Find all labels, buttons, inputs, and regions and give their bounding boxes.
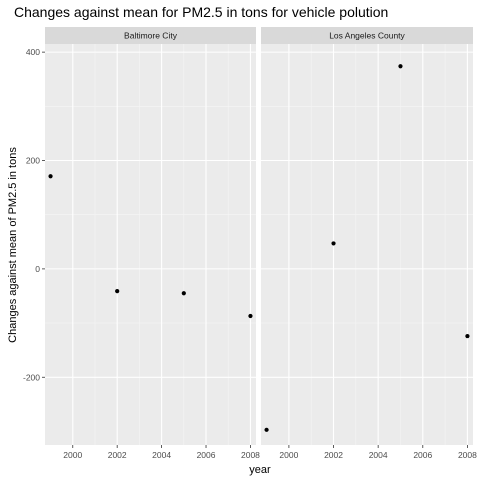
y-tick-label: 400 <box>26 47 40 57</box>
facet-strip <box>261 27 473 44</box>
data-point <box>331 241 336 246</box>
facet-panels: -200 0 200 400 Baltimore City 2000 2002 2004 200… <box>23 27 477 460</box>
x-tick-label: 2000 <box>63 450 82 460</box>
chart-title: Changes against mean for PM2.5 in tons f… <box>14 4 388 20</box>
facet-strip <box>45 27 256 44</box>
facet-panel-1: Baltimore City 2000 2002 2004 2006 2008 <box>45 27 260 460</box>
facet-strip-label: Baltimore City <box>124 31 178 41</box>
facet-strip-label: Los Angeles County <box>329 31 405 41</box>
panel-background <box>261 44 473 445</box>
data-point <box>398 64 403 69</box>
data-point <box>115 289 120 294</box>
x-tick-label: 2004 <box>369 450 388 460</box>
x-tick-label: 2000 <box>279 450 298 460</box>
panel-background <box>45 44 256 445</box>
x-tick-label: 2006 <box>197 450 216 460</box>
y-axis-title: Changes against mean of PM2.5 in tons <box>7 147 19 343</box>
y-tick-label: 0 <box>35 264 40 274</box>
x-tick-label: 2008 <box>458 450 477 460</box>
data-point <box>264 427 269 432</box>
x-tick-label: 2002 <box>324 450 343 460</box>
x-tick-label: 2006 <box>413 450 432 460</box>
data-point <box>465 333 470 339</box>
x-axis-title: year <box>249 464 271 476</box>
data-point <box>248 313 253 319</box>
x-tick-label: 2004 <box>152 450 171 460</box>
y-tick-label: -200 <box>23 372 40 382</box>
y-tick-label: 200 <box>26 156 40 166</box>
facet-panel-2: Los Angeles County 2000 2002 2004 2006 2008 <box>261 27 477 460</box>
data-point <box>181 291 186 296</box>
x-tick-label: 2008 <box>241 450 260 460</box>
data-point <box>48 174 53 179</box>
x-tick-label: 2002 <box>108 450 127 460</box>
